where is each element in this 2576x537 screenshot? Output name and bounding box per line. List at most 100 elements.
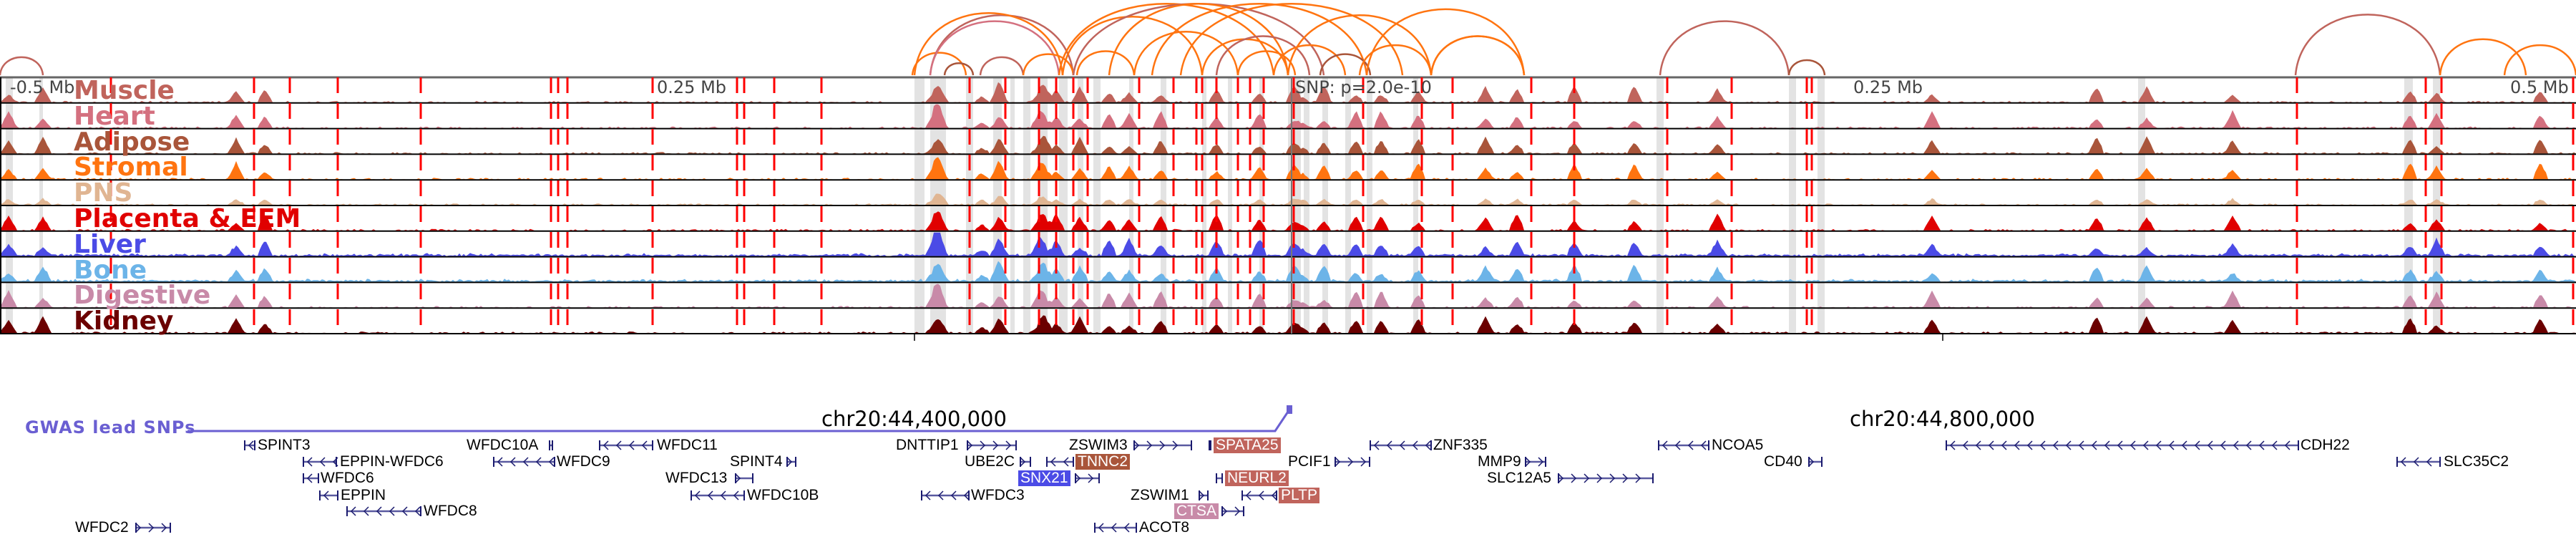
gene-model-cd40: [1808, 457, 1823, 467]
chevron-right-icon: [980, 440, 986, 450]
signal-area: [0, 232, 2576, 256]
chevron-left-icon: [2271, 440, 2278, 450]
chevron-right-icon: [1088, 473, 1094, 483]
gene-label-slc35c2[interactable]: SLC35C2: [2444, 453, 2509, 470]
chevron-right-icon: [1596, 473, 1603, 483]
gene-label-tnnc2[interactable]: TNNC2: [1075, 454, 1131, 470]
chevron-left-icon: [2258, 440, 2265, 450]
gene-label-cdh22[interactable]: CDH22: [2301, 437, 2350, 453]
loop-arc: [1215, 35, 1311, 76]
gene-label-spata25[interactable]: SPATA25: [1214, 437, 1281, 453]
chevron-left-icon: [2233, 440, 2239, 450]
loop-arc: [2439, 38, 2527, 76]
loop-arc: [2294, 14, 2441, 76]
gene-model-wfdc9: [493, 457, 555, 467]
gene-label-zswim1[interactable]: ZSWIM1: [1131, 487, 1189, 503]
chevron-right-icon: [161, 523, 167, 533]
gene-label-wfdc10b[interactable]: WFDC10B: [747, 487, 819, 503]
gene-label-spint3[interactable]: SPINT3: [258, 437, 311, 453]
snp-pvalue-label: SNP: p=2.0e-10: [1295, 77, 1432, 97]
gene-label-snx21[interactable]: SNX21: [1018, 470, 1070, 486]
gene-label-ncoa5[interactable]: NCOA5: [1712, 437, 1764, 453]
gene-label-wfdc10a[interactable]: WFDC10A: [467, 437, 539, 453]
chevron-left-icon: [2039, 440, 2046, 450]
loop-arc: [929, 20, 1060, 76]
chevron-left-icon: [1988, 440, 1994, 450]
gene-label-wfdc3[interactable]: WFDC3: [971, 487, 1025, 503]
chevron-left-icon: [509, 457, 516, 467]
loop-arc: [1787, 59, 1826, 76]
loop-arc: [1151, 3, 1368, 76]
gene-label-cd40[interactable]: CD40: [1764, 453, 1802, 470]
gene-label-wfdc9[interactable]: WFDC9: [557, 453, 610, 470]
gene-label-acot8[interactable]: ACOT8: [1139, 519, 1190, 536]
gene-model-cdh22: [1946, 440, 2299, 450]
gene-label-wfdc11[interactable]: WFDC11: [657, 437, 718, 453]
gene-label-zswim3[interactable]: ZSWIM3: [1069, 437, 1128, 453]
signal-area: [0, 284, 2576, 308]
gene-label-znf335[interactable]: ZNF335: [1433, 437, 1488, 453]
chevron-left-icon: [401, 506, 408, 516]
chevron-left-icon: [2104, 440, 2110, 450]
gene-label-wfdc13[interactable]: WFDC13: [665, 470, 728, 486]
gene-model-wfdc13: [735, 473, 753, 483]
gene-label-eppin[interactable]: EPPIN: [341, 487, 386, 503]
chevron-left-icon: [2142, 440, 2149, 450]
chevron-left-icon: [615, 440, 622, 450]
gene-label-wfdc6[interactable]: WFDC6: [321, 470, 374, 486]
signal-track-heart: [0, 104, 2576, 130]
chevron-left-icon: [376, 506, 382, 516]
gene-label-pltp[interactable]: PLTP: [1279, 488, 1319, 503]
chevron-right-icon: [1146, 440, 1153, 450]
chevron-left-icon: [350, 506, 356, 516]
gene-label-ube2c[interactable]: UBE2C: [965, 453, 1015, 470]
signal-track-bone: [0, 261, 2576, 284]
chevron-left-icon: [2091, 440, 2097, 450]
chevron-left-icon: [937, 490, 944, 500]
signal-area: [0, 157, 2576, 180]
signal-track-muscle: [0, 82, 2576, 104]
gene-label-ctsa[interactable]: CTSA: [1174, 503, 1219, 519]
gene-label-wfdc2[interactable]: WFDC2: [75, 519, 129, 536]
gene-label-spint4[interactable]: SPINT4: [730, 453, 783, 470]
chevron-left-icon: [548, 457, 555, 467]
gene-label-slc12a5[interactable]: SLC12A5: [1487, 470, 1551, 486]
gene-label-eppin-wfdc6[interactable]: EPPIN-WFDC6: [340, 453, 444, 470]
gene-model-slc12a5: [1558, 473, 1654, 483]
track-label-digestive: Digestive: [74, 281, 211, 311]
chevron-right-icon: [992, 440, 999, 450]
loop-arc: [1430, 35, 1526, 76]
chevron-left-icon: [2194, 440, 2200, 450]
track-label-pns: PNS: [74, 178, 133, 208]
gene-label-pcif1[interactable]: PCIF1: [1288, 453, 1331, 470]
gene-model-wfdc6: [303, 473, 319, 483]
signal-track-placenta-eem: [0, 211, 2576, 232]
gene-label-dnttip1[interactable]: DNTTIP1: [896, 437, 959, 453]
gene-label-wfdc8[interactable]: WFDC8: [424, 503, 477, 519]
gene-model-neurl2: [1216, 473, 1223, 483]
chevron-left-icon: [306, 473, 313, 483]
gene-model-pcif1: [1335, 457, 1370, 467]
loop-arc: [1133, 31, 1239, 76]
chevron-left-icon: [2065, 440, 2072, 450]
signal-area: [0, 315, 2576, 333]
gene-label-neurl2[interactable]: NEURL2: [1225, 470, 1289, 486]
chevron-left-icon: [733, 490, 739, 500]
chevron-left-icon: [1962, 440, 1968, 450]
gene-label-mmp9[interactable]: MMP9: [1478, 453, 1521, 470]
signal-area: [0, 261, 2576, 282]
chevron-right-icon: [148, 523, 155, 533]
signal-area: [0, 104, 2576, 128]
chevron-left-icon: [2207, 440, 2213, 450]
chevron-left-icon: [414, 506, 421, 516]
chevron-right-icon: [735, 473, 741, 483]
chevron-right-icon: [1133, 440, 1140, 450]
chevron-left-icon: [602, 440, 609, 450]
loop-arc: [979, 56, 1025, 76]
chevron-left-icon: [522, 457, 529, 467]
loop-arc: [1075, 50, 1136, 76]
chevron-right-icon: [1538, 457, 1544, 467]
chevron-left-icon: [2014, 440, 2020, 450]
signal-area: [0, 82, 2576, 102]
